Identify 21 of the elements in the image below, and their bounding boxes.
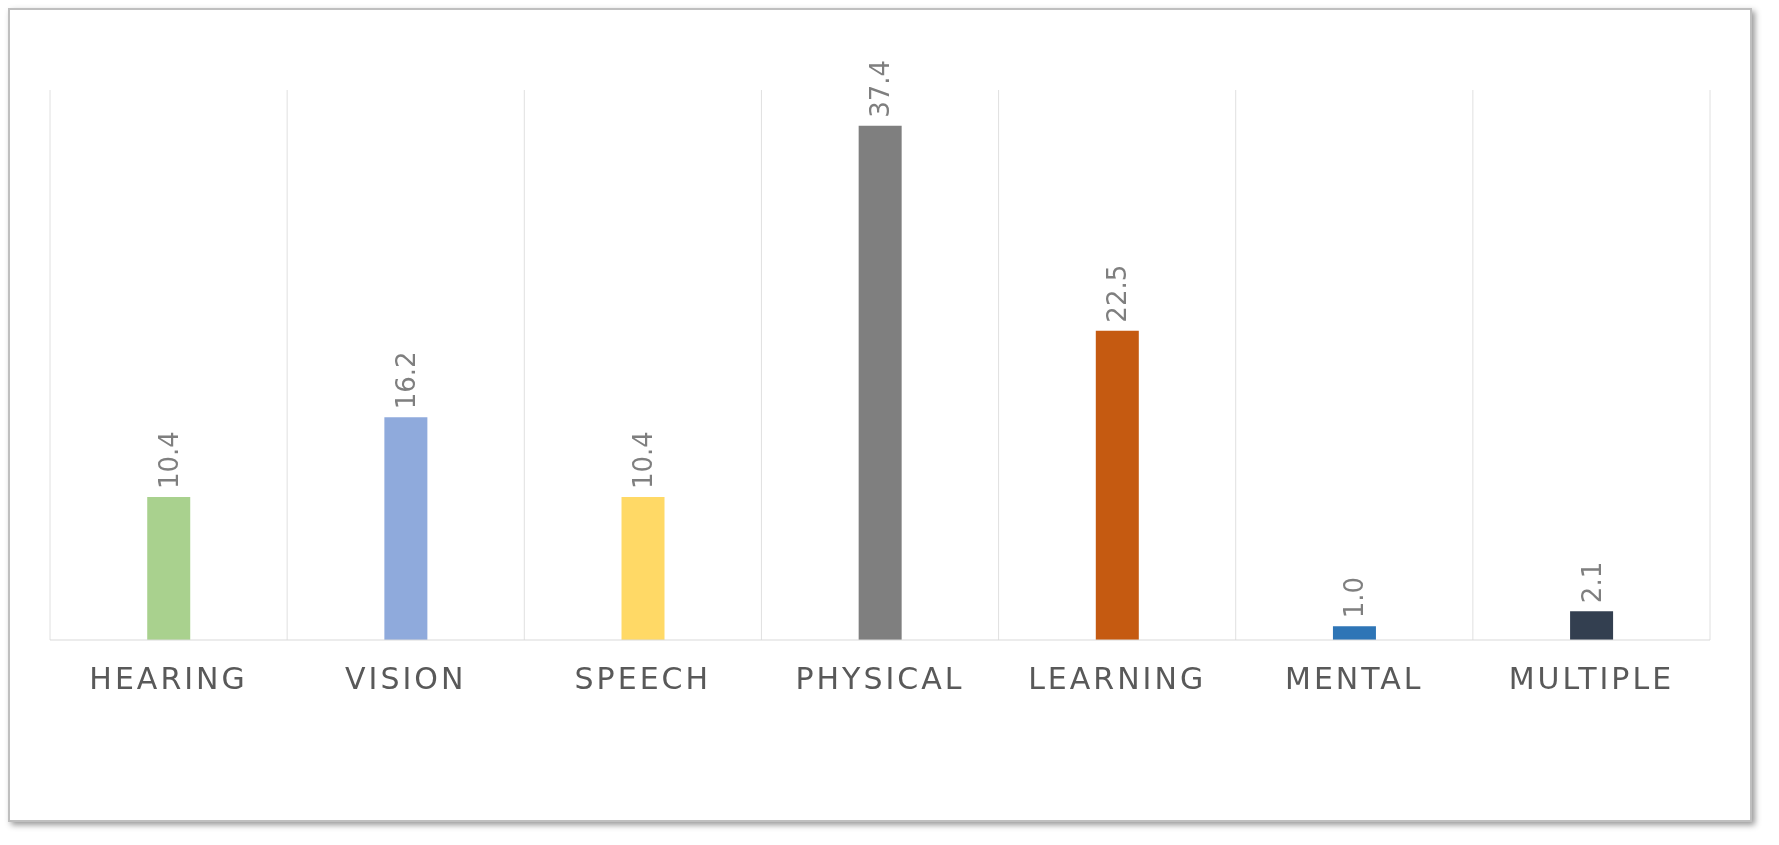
bar: [384, 417, 428, 640]
data-label: 22.5: [1102, 264, 1133, 323]
x-tick-label: LEARNING: [1028, 661, 1207, 697]
bar: [1095, 330, 1139, 640]
x-tick-label: SPEECH: [574, 661, 712, 697]
data-label: 1.0: [1339, 576, 1370, 619]
data-label: 10.4: [153, 431, 184, 489]
bar: [858, 125, 902, 640]
bar: [621, 497, 665, 640]
data-label: 2.1: [1576, 561, 1607, 604]
data-label: 16.2: [390, 351, 421, 410]
x-tick-label: HEARING: [89, 661, 248, 697]
bar: [1570, 611, 1614, 640]
data-label: 37.4: [865, 59, 896, 118]
data-label: 10.4: [628, 431, 659, 489]
bar: [147, 497, 191, 640]
x-tick-label: MULTIPLE: [1508, 661, 1675, 697]
x-tick-label: VISION: [345, 661, 467, 697]
x-tick-label: MENTAL: [1285, 661, 1424, 697]
bar: [1332, 626, 1376, 640]
x-tick-label: PHYSICAL: [795, 661, 965, 697]
